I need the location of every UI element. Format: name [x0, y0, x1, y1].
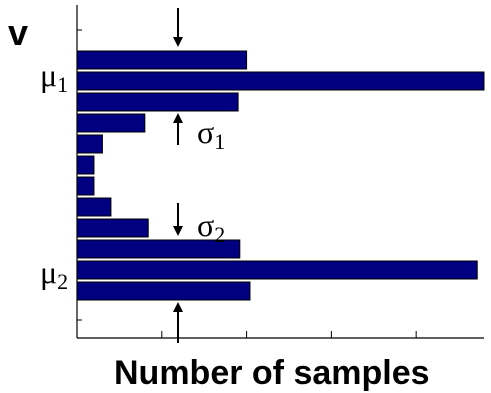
histogram-bar — [76, 92, 239, 112]
histogram-bar — [76, 260, 478, 280]
arrow-up-icon — [173, 302, 183, 343]
arrow-up-icon — [173, 113, 183, 145]
histogram-bar — [76, 281, 251, 301]
x-axis-label: Number of samples — [114, 354, 430, 392]
annotation-label: σ1 — [197, 114, 225, 154]
histogram-bar — [76, 218, 149, 238]
arrow-down-icon — [173, 8, 183, 47]
arrows-group — [173, 8, 183, 343]
histogram-bar — [76, 134, 103, 154]
bars-group — [76, 50, 485, 301]
histogram-bar — [76, 239, 241, 259]
annotation-label: μ1 — [40, 57, 68, 97]
annotation-label: μ2 — [40, 254, 68, 294]
annotation-label: σ2 — [197, 207, 225, 247]
annotation-labels: μ1 σ1 σ2 μ2 — [40, 57, 225, 294]
histogram-bar — [76, 113, 146, 133]
y-axis-label: v — [8, 12, 28, 53]
histogram-bar — [76, 71, 485, 91]
histogram-bar — [76, 176, 95, 196]
histogram-bar — [76, 197, 112, 217]
histogram-bar — [76, 155, 95, 175]
histogram-bar — [76, 50, 248, 70]
arrow-down-icon — [173, 203, 183, 236]
